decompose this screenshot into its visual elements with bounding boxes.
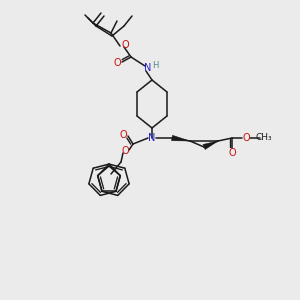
- Polygon shape: [203, 141, 218, 150]
- Text: CH₃: CH₃: [256, 134, 272, 142]
- Text: O: O: [113, 58, 121, 68]
- Text: O: O: [121, 40, 129, 50]
- Polygon shape: [172, 135, 190, 141]
- Text: N: N: [148, 133, 156, 143]
- Text: O: O: [242, 133, 250, 143]
- Text: O: O: [119, 130, 127, 140]
- Text: H: H: [152, 61, 158, 70]
- Text: N: N: [144, 63, 152, 73]
- Text: O: O: [228, 148, 236, 158]
- Text: O: O: [121, 146, 129, 156]
